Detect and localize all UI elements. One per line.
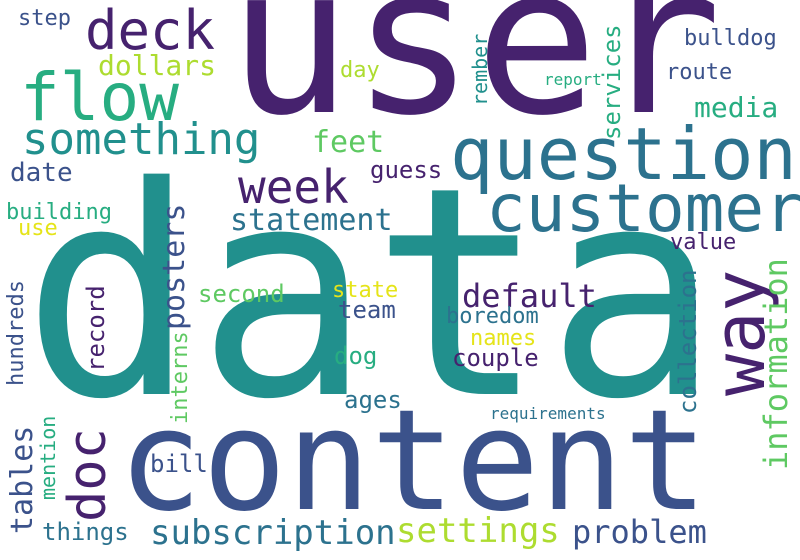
- word-record: record: [82, 285, 110, 372]
- word-doc: doc: [58, 428, 118, 522]
- word-state: state: [332, 278, 399, 303]
- word-hundreds: hundreds: [4, 280, 29, 386]
- word-feet: feet: [312, 125, 385, 160]
- word-content: content: [118, 380, 709, 543]
- word-dollars: dollars: [98, 49, 217, 82]
- word-subscription: subscription: [150, 513, 396, 553]
- word-guess: guess: [370, 156, 443, 184]
- word-things: things: [42, 518, 129, 546]
- word-second: second: [198, 280, 285, 308]
- word-deck: deck: [85, 0, 216, 62]
- word-posters: posters: [157, 203, 192, 330]
- word-use: use: [18, 216, 58, 241]
- word-collection: collection: [674, 269, 702, 415]
- word-rember: rember: [468, 33, 492, 106]
- word-route: route: [666, 60, 733, 85]
- word-couple: couple: [452, 344, 539, 372]
- word-team: team: [338, 296, 396, 324]
- word-mention: mention: [36, 415, 60, 500]
- word-user: user: [228, 0, 722, 161]
- word-interns: interns: [168, 331, 193, 424]
- word-problem: problem: [572, 513, 707, 551]
- word-settings: settings: [396, 511, 560, 551]
- word-information: information: [757, 258, 795, 470]
- word-value: value: [670, 230, 737, 255]
- word-bulldog: bulldog: [684, 26, 777, 51]
- word-services: services: [598, 24, 626, 140]
- word-data: data: [22, 126, 721, 463]
- word-names: names: [470, 326, 537, 351]
- word-customer: customer: [486, 170, 800, 247]
- word-date: date: [10, 158, 73, 188]
- word-flow: flow: [20, 59, 179, 136]
- word-ages: ages: [344, 386, 402, 414]
- word-boredom: boredom: [446, 304, 539, 329]
- word-step: step: [18, 6, 71, 31]
- word-tables: tables: [5, 425, 40, 534]
- word-default: default: [462, 277, 597, 315]
- word-bill: bill: [150, 450, 208, 478]
- word-day: day: [340, 58, 380, 83]
- word-building: building: [6, 200, 112, 225]
- word-report: report: [544, 70, 602, 89]
- word-something: something: [22, 114, 261, 165]
- word-requirements: requirements: [490, 404, 606, 423]
- word-dog: dog: [334, 342, 378, 370]
- word-statement: statement: [230, 203, 393, 238]
- word-question: question: [450, 112, 797, 196]
- word-week: week: [238, 160, 349, 214]
- word-media: media: [694, 91, 779, 124]
